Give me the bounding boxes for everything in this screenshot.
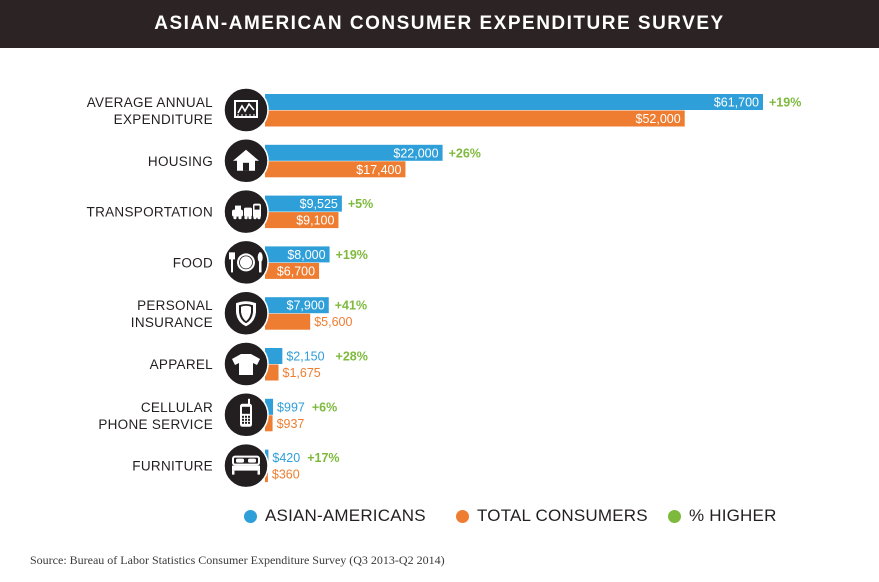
bar-total-consumers bbox=[265, 364, 279, 381]
header-bar: ASIAN-AMERICAN CONSUMER EXPENDITURE SURV… bbox=[0, 0, 879, 48]
bar-asian-americans bbox=[265, 94, 763, 110]
value-label-total-consumers: $5,600 bbox=[314, 315, 352, 329]
value-label-asian-americans: $8,000 bbox=[287, 248, 325, 262]
bar-total-consumers bbox=[265, 110, 685, 127]
shield-icon bbox=[223, 290, 269, 336]
category-label: TRANSPORTATION bbox=[87, 205, 213, 220]
value-label-total-consumers: $17,400 bbox=[356, 163, 401, 177]
pct-higher-label: +17% bbox=[307, 451, 339, 465]
category-label: APPAREL bbox=[150, 357, 214, 372]
value-label-total-consumers: $1,675 bbox=[283, 366, 321, 380]
category-label: FURNITURE bbox=[132, 459, 213, 474]
bar-asian-americans bbox=[265, 297, 329, 314]
pct-higher-label: +6% bbox=[312, 400, 337, 414]
bar-asian-americans bbox=[265, 195, 342, 212]
chart-monitor-icon bbox=[223, 87, 269, 133]
legend-label-total-consumers: TOTAL CONSUMERS bbox=[477, 506, 648, 525]
bar-asian-americans bbox=[265, 246, 330, 263]
category-row: APPAREL $2,150 $1,675 +28% bbox=[150, 341, 368, 387]
category-label: FOOD bbox=[173, 255, 213, 270]
bar-total-consumers bbox=[265, 313, 311, 330]
bed-icon bbox=[223, 442, 269, 489]
category-row: PERSONAL INSURANCE $7,900 $5,600 +41% bbox=[131, 290, 367, 336]
source-note: Source: Bureau of Labor Statistics Consu… bbox=[30, 553, 445, 567]
bar-total-consumers bbox=[265, 212, 339, 229]
value-label-asian-americans: $7,900 bbox=[287, 299, 325, 313]
chart-title: ASIAN-AMERICAN CONSUMER EXPENDITURE SURV… bbox=[154, 13, 725, 34]
pct-higher-label: +26% bbox=[449, 146, 481, 160]
legend-label-asian-americans: ASIAN-AMERICANS bbox=[265, 506, 426, 525]
category-label: CELLULAR PHONE SERVICE bbox=[98, 400, 213, 432]
value-label-asian-americans: $9,525 bbox=[300, 197, 338, 211]
bar-total-consumers bbox=[265, 262, 320, 279]
category-label: PERSONAL INSURANCE bbox=[131, 298, 213, 330]
category-row: AVERAGE ANNUAL EXPENDITURE $61,700 $52,000 +… bbox=[87, 87, 801, 133]
value-label-total-consumers: $52,000 bbox=[636, 112, 681, 126]
value-label-asian-americans: $420 bbox=[272, 451, 300, 465]
category-row: CELLULAR PHONE SERVICE $997 $937 +6% bbox=[98, 392, 337, 438]
pct-higher-label: +19% bbox=[769, 96, 801, 110]
bar-chart: AVERAGE ANNUAL EXPENDITURE $61,700 $52,000 +… bbox=[87, 87, 801, 489]
category-row: FURNITURE $420 $360 +17% bbox=[132, 442, 340, 489]
bar-total-consumers bbox=[265, 161, 406, 178]
bar-asian-americans bbox=[265, 348, 283, 364]
value-label-total-consumers: $9,100 bbox=[296, 214, 334, 228]
value-label-asian-americans: $22,000 bbox=[393, 146, 438, 160]
category-row: TRANSPORTATION $9,525 $9,100 +5% bbox=[87, 188, 373, 235]
legend-label-pct-higher: % HIGHER bbox=[689, 506, 777, 525]
bar-total-consumers bbox=[265, 415, 273, 432]
house-icon bbox=[223, 138, 269, 184]
legend-item-total-consumers: TOTAL CONSUMERS bbox=[456, 506, 648, 526]
category-row: FOOD $8,000 $6,700 +19% bbox=[173, 239, 368, 286]
value-label-asian-americans: $2,150 bbox=[286, 350, 324, 364]
pct-higher-label: +41% bbox=[335, 299, 367, 313]
value-label-asian-americans: $997 bbox=[277, 400, 305, 414]
value-label-total-consumers: $6,700 bbox=[277, 264, 315, 278]
category-row: HOUSING $22,000 $17,400 +26% bbox=[148, 138, 481, 184]
value-label-total-consumers: $360 bbox=[272, 468, 300, 482]
category-label: HOUSING bbox=[148, 154, 213, 169]
value-label-asian-americans: $61,700 bbox=[714, 96, 759, 110]
legend-item-pct-higher: % HIGHER bbox=[668, 506, 777, 526]
pct-higher-label: +5% bbox=[348, 197, 373, 211]
value-label-total-consumers: $937 bbox=[277, 417, 305, 431]
legend-item-asian-americans: ASIAN-AMERICANS bbox=[244, 506, 426, 526]
bar-asian-americans bbox=[265, 398, 274, 415]
legend-dot-total-consumers bbox=[456, 509, 469, 523]
cellphone-icon bbox=[223, 392, 269, 438]
legend-dot-asian-americans bbox=[244, 509, 257, 523]
legend-dot-pct-higher bbox=[668, 509, 681, 523]
pct-higher-label: +28% bbox=[336, 350, 368, 364]
tshirt-icon bbox=[223, 341, 269, 387]
bar-asian-americans bbox=[265, 144, 443, 161]
legend: ASIAN-AMERICANS TOTAL CONSUMERS % HIGHER bbox=[0, 506, 879, 530]
pct-higher-label: +19% bbox=[336, 248, 368, 262]
vehicles-icon bbox=[223, 188, 269, 235]
category-label: AVERAGE ANNUAL EXPENDITURE bbox=[87, 95, 213, 127]
plate-cutlery-icon bbox=[223, 239, 269, 286]
